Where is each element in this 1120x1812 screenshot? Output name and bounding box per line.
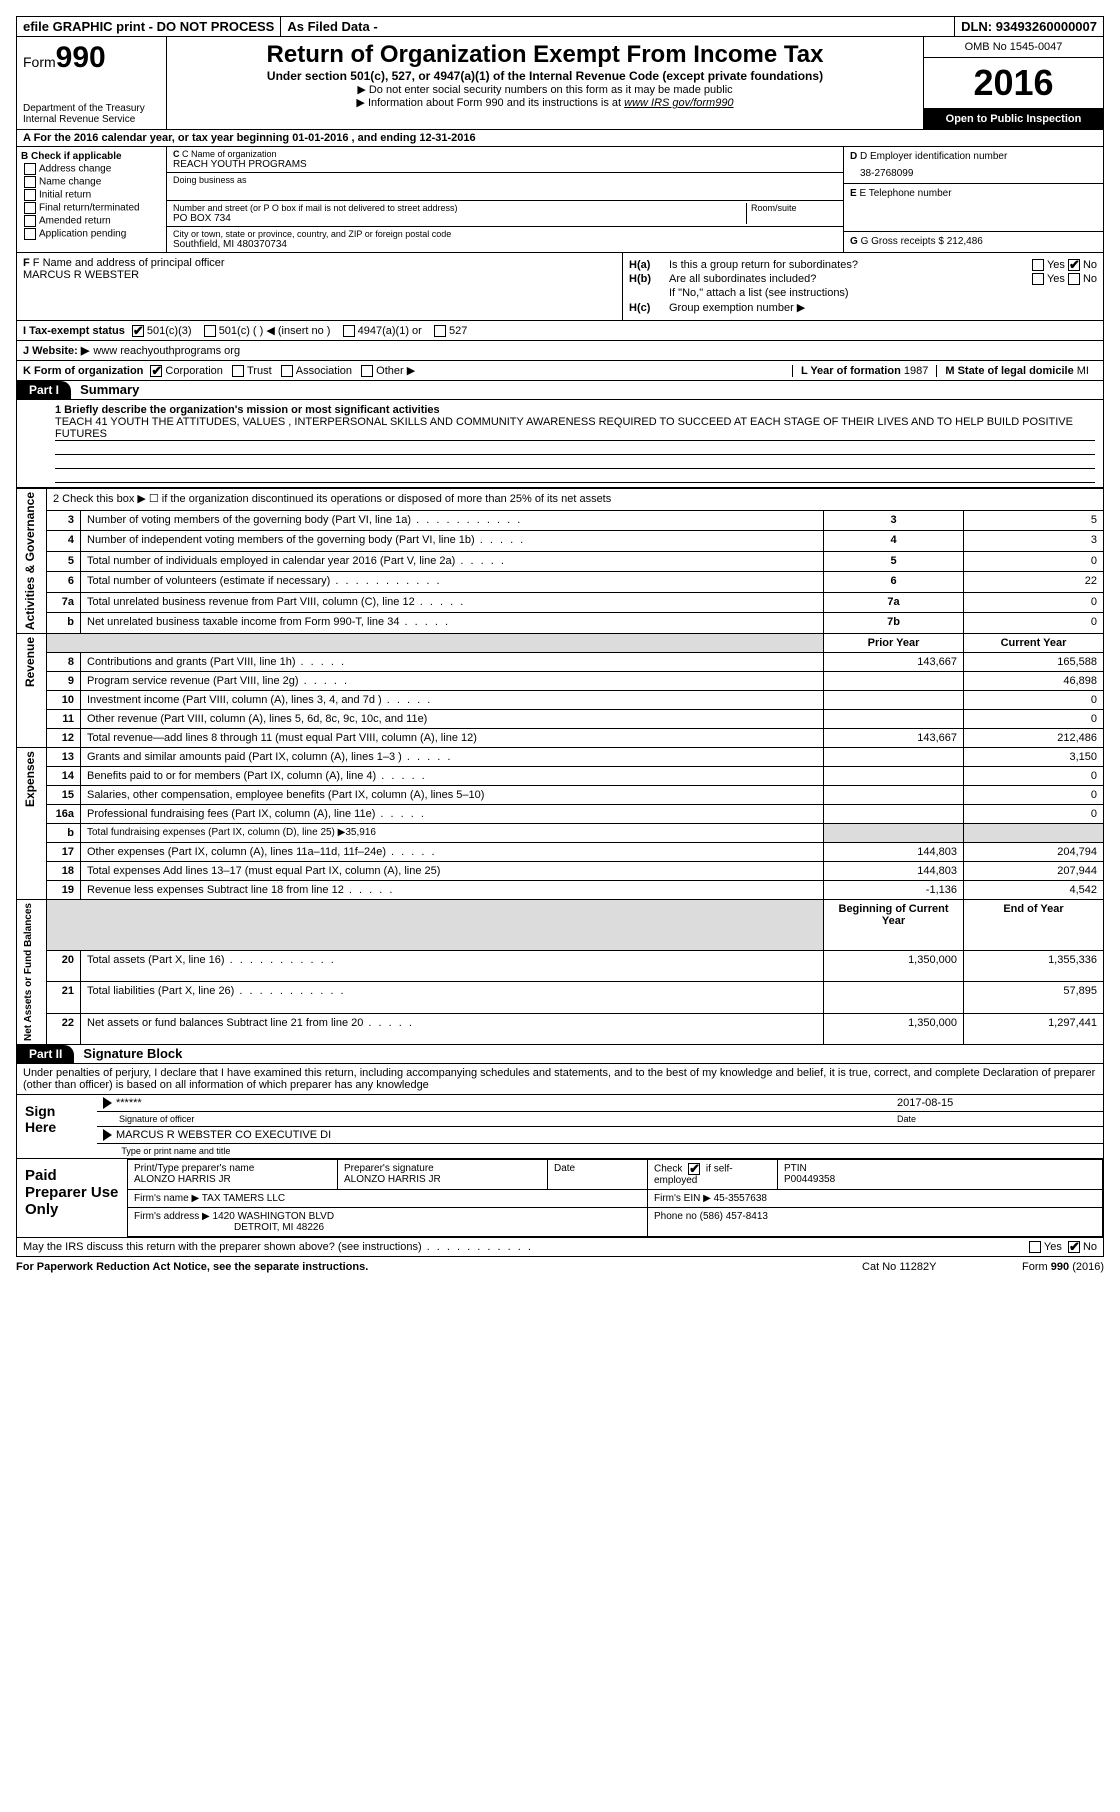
sign-section: Sign Here ****** 2017-08-15 Signature of… (16, 1095, 1104, 1159)
website-row: J Website: ▶ www reachyouthprograms org (16, 341, 1104, 361)
tax-status-row: I Tax-exempt status 501(c)(3) 501(c) ( )… (16, 321, 1104, 341)
header-right: OMB No 1545-0047 2016 Open to Public Ins… (923, 37, 1103, 129)
ck-other[interactable] (361, 365, 373, 377)
check-pending[interactable]: Application pending (21, 228, 162, 240)
ck-527[interactable] (434, 325, 446, 337)
ck-trust[interactable] (232, 365, 244, 377)
box-c: C C Name of organization REACH YOUTH PRO… (167, 147, 843, 252)
ck-corp[interactable] (150, 365, 162, 377)
check-final[interactable]: Final return/terminated (21, 202, 162, 214)
box-f: F F Name and address of principal office… (17, 253, 623, 320)
ck-assoc[interactable] (281, 365, 293, 377)
discuss-yes[interactable] (1029, 1241, 1041, 1253)
declaration: Under penalties of perjury, I declare th… (16, 1064, 1104, 1095)
mission-box: 1 Briefly describe the organization's mi… (16, 400, 1104, 488)
arrow-icon (103, 1097, 112, 1109)
check-amended[interactable]: Amended return (21, 215, 162, 227)
hb-no[interactable] (1068, 273, 1080, 285)
ck-501c[interactable] (204, 325, 216, 337)
ck-501c3[interactable] (132, 325, 144, 337)
part1-header: Part I Summary (16, 381, 1104, 400)
footer: For Paperwork Reduction Act Notice, see … (16, 1257, 1104, 1277)
box-b: B Check if applicable Address change Nam… (17, 147, 167, 252)
check-address[interactable]: Address change (21, 163, 162, 175)
box-h: H(a) Is this a group return for subordin… (623, 253, 1103, 320)
topbar-mid: As Filed Data - (281, 17, 955, 36)
klm-row: K Form of organization Corporation Trust… (16, 361, 1104, 381)
ha-yes[interactable] (1032, 259, 1044, 271)
summary-table: Activities & Governance 2 Check this box… (16, 488, 1104, 1045)
check-initial[interactable]: Initial return (21, 189, 162, 201)
ck-self-employed[interactable] (688, 1163, 700, 1175)
part2-header: Part II Signature Block (16, 1045, 1104, 1064)
header-left: Form990 Department of the Treasury Inter… (17, 37, 167, 129)
section-fh: F F Name and address of principal office… (16, 253, 1104, 321)
box-de: D D Employer identification number 38-27… (843, 147, 1103, 252)
irs-link[interactable]: www IRS gov/form990 (624, 97, 733, 109)
hb-yes[interactable] (1032, 273, 1044, 285)
header-center: Return of Organization Exempt From Incom… (167, 37, 923, 129)
topbar-right: DLN: 93493260000007 (955, 17, 1103, 36)
discuss-no[interactable] (1068, 1241, 1080, 1253)
discuss-row: May the IRS discuss this return with the… (16, 1238, 1104, 1257)
ha-no[interactable] (1068, 259, 1080, 271)
topbar-left: efile GRAPHIC print - DO NOT PROCESS (17, 17, 281, 36)
preparer-section: Paid Preparer Use Only Print/Type prepar… (16, 1159, 1104, 1238)
section-a: A For the 2016 calendar year, or tax yea… (16, 130, 1104, 147)
top-bar: efile GRAPHIC print - DO NOT PROCESS As … (16, 16, 1104, 37)
preparer-table: Print/Type preparer's name ALONZO HARRIS… (127, 1159, 1103, 1237)
section-bcde: B Check if applicable Address change Nam… (16, 147, 1104, 253)
ck-4947[interactable] (343, 325, 355, 337)
arrow-icon (103, 1129, 112, 1141)
form-header: Form990 Department of the Treasury Inter… (16, 37, 1104, 130)
check-name[interactable]: Name change (21, 176, 162, 188)
